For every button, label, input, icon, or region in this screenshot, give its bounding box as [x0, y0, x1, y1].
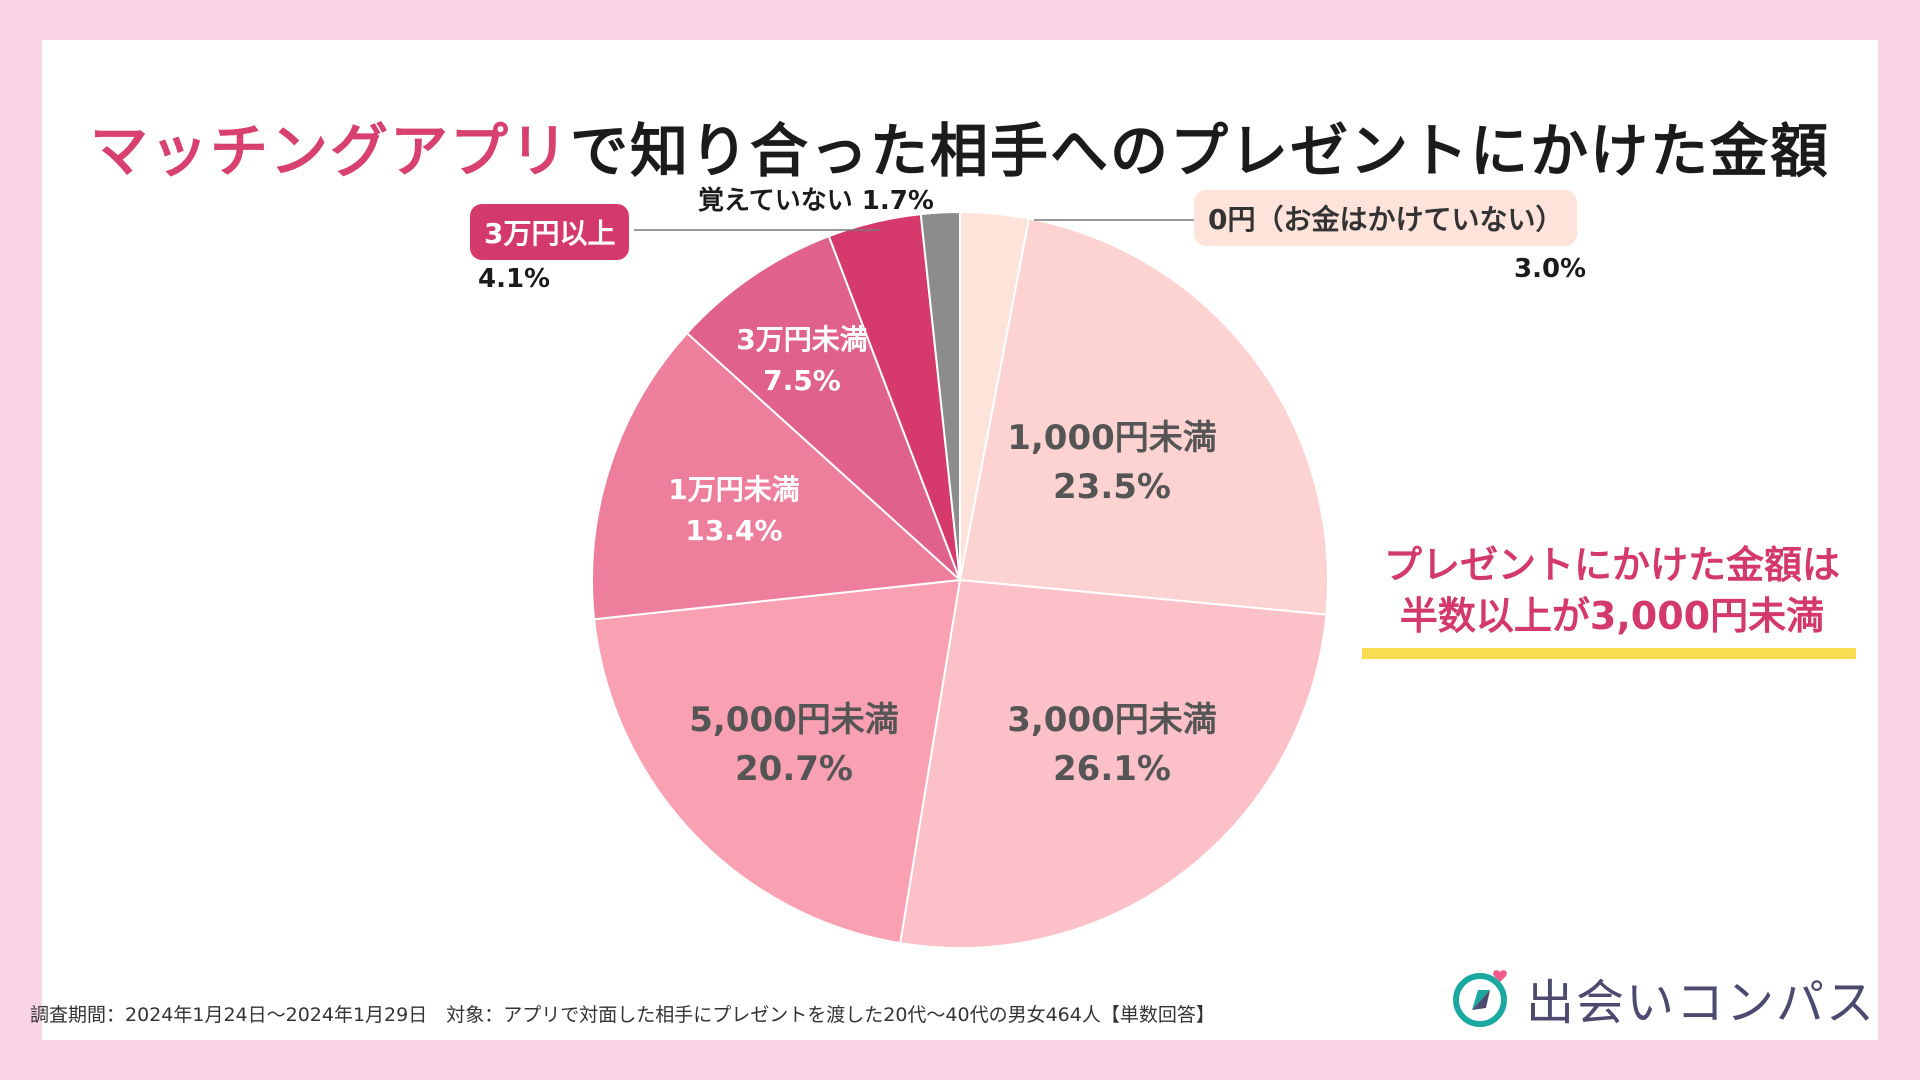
slice-label-5000: 5,000円未満 20.7% [684, 696, 904, 795]
pie-chart [591, 210, 1329, 949]
slice-label-unknown: 覚えていない 1.7% [698, 180, 934, 217]
slice-label-30000-value: 7.5% [763, 363, 841, 397]
slice-label-unknown-value: 1.7% [861, 186, 934, 216]
slice-label-10000-value: 13.4% [685, 513, 783, 547]
title-highlight: マッチングアプリ [89, 117, 570, 185]
pie-slice-5 [685, 234, 961, 581]
pie-slice-1 [958, 217, 1329, 616]
callout-highlight-bar [1362, 648, 1856, 659]
brand-logo: 出会いコンパス [1450, 966, 1877, 1031]
pie-slice-2 [899, 578, 1328, 949]
logo-text: 出会いコンパス [1526, 975, 1877, 1031]
callout-text: プレゼントにかけた金額は 半数以上が3,000円未満 [1382, 540, 1842, 643]
slice-label-10000-name: 1万円未満 [668, 473, 800, 506]
title-rest: で知り合った相手へのプレゼントにかけた金額 [570, 117, 1831, 185]
slice-value-30000-plus: 4.1% [478, 264, 551, 294]
compass-heart-icon [1453, 970, 1507, 1027]
slice-label-30000-plus: 3万円以上 [470, 204, 630, 260]
slice-label-10000: 1万円未満 13.4% [644, 470, 824, 551]
pie-slice-3 [592, 578, 962, 945]
slice-label-5000-name: 5,000円未満 [689, 700, 899, 740]
pie-slice-7 [919, 210, 961, 581]
slice-label-30000: 3万円未満 7.5% [712, 320, 892, 401]
slice-label-5000-value: 20.7% [735, 749, 853, 790]
survey-footnote: 調査期間：2024年1月24日〜2024年1月29日 対象：アプリで対面した相手… [30, 1004, 1215, 1026]
callout-line-1: プレゼントにかけた金額は [1383, 543, 1840, 587]
slice-label-1000-name: 1,000円未満 [1007, 418, 1217, 458]
pie-slice-4 [591, 331, 963, 621]
slice-label-3000: 3,000円未満 26.1% [1002, 696, 1222, 795]
slice-label-30000-name: 3万円未満 [736, 323, 868, 356]
chart-title: マッチングアプリで知り合った相手へのプレゼントにかけた金額 [42, 104, 1878, 188]
slice-label-0yen: 0円（お金はかけていない） [1194, 190, 1578, 246]
slice-label-unknown-name: 覚えていない [698, 186, 853, 216]
callout-line-2: 半数以上が3,000円未満 [1399, 594, 1825, 639]
chart-card: マッチングアプリで知り合った相手へのプレゼントにかけた金額 0円（お金はかけてい… [42, 40, 1878, 1040]
slice-label-3000-name: 3,000円未満 [1007, 700, 1217, 740]
slice-label-1000-value: 23.5% [1053, 467, 1171, 508]
slice-value-0yen: 3.0% [1514, 254, 1587, 284]
slice-label-3000-value: 26.1% [1053, 749, 1171, 790]
slice-label-1000: 1,000円未満 23.5% [1002, 414, 1222, 513]
